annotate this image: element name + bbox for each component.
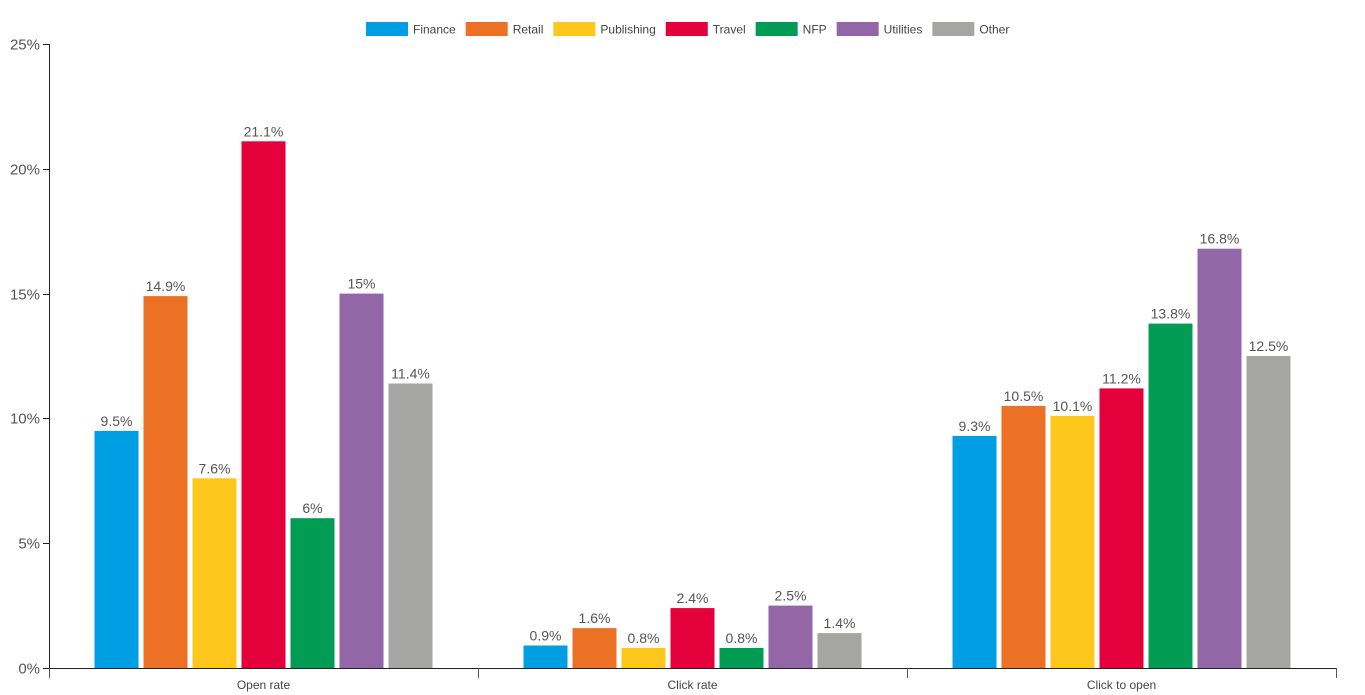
y-tick-label: 0% (18, 661, 40, 678)
bar-nfp-click-to-open[interactable] (1148, 323, 1193, 668)
legend-item[interactable]: Retail (465, 22, 544, 37)
legend-item[interactable]: Publishing (553, 22, 656, 37)
bar-value-label: 2.5% (775, 588, 807, 604)
legend-label: Publishing (600, 23, 655, 37)
bar-utilities-open-rate[interactable] (339, 293, 384, 668)
legend-label: Utilities (884, 23, 923, 37)
legend-swatch (465, 22, 508, 36)
bar-value-label: 10.1% (1053, 398, 1093, 414)
y-tick-label: 25% (10, 37, 40, 54)
y-tick-label: 5% (18, 536, 40, 553)
bar-value-label: 10.5% (1004, 388, 1044, 404)
legend-label: Other (979, 23, 1009, 37)
bar-value-label: 11.4% (391, 366, 430, 382)
y-tick-label: 15% (10, 287, 40, 304)
legend-swatch (836, 22, 879, 36)
legend-item[interactable]: Finance (366, 22, 456, 37)
y-tick-label: 20% (10, 162, 40, 179)
y-axis: 0% 5% 10% 15% 20% 25% (10, 37, 50, 678)
bar-publishing-click-to-open[interactable] (1050, 415, 1095, 668)
y-tick-label: 10% (10, 411, 40, 428)
bar-value-label: 6% (302, 500, 322, 516)
bar-other-click-to-open[interactable] (1246, 356, 1291, 668)
legend-label: Finance (413, 23, 456, 37)
bar-value-label: 14.9% (146, 278, 186, 294)
bar-other-click-rate[interactable] (817, 633, 862, 668)
legend-item[interactable]: Other (932, 22, 1009, 37)
x-category-label: Click rate (667, 678, 717, 692)
legend-swatch (932, 22, 975, 36)
bar-value-label: 11.2% (1102, 370, 1141, 386)
bar-other-open-rate[interactable] (388, 383, 433, 669)
bar-retail-open-rate[interactable] (143, 296, 188, 668)
bar-value-label: 15% (347, 276, 375, 292)
legend-item[interactable]: Travel (665, 22, 746, 37)
bar-retail-click-rate[interactable] (572, 628, 617, 668)
bar-value-label: 0.8% (726, 630, 758, 646)
bar-value-label: 7.6% (199, 460, 231, 476)
legend-swatch (553, 22, 596, 36)
data-labels: 9.5% 14.9% 7.6% 21.1% 6% 15% 11.4% 0.9% 1.6% 0.8%… (101, 123, 1289, 646)
bar-travel-open-rate[interactable] (241, 141, 286, 669)
bar-value-label: 12.5% (1249, 338, 1289, 354)
x-category-label: Click to open (1087, 678, 1156, 692)
legend-swatch (665, 22, 708, 36)
bar-value-label: 1.4% (824, 615, 856, 631)
bar-value-label: 16.8% (1200, 231, 1240, 247)
bar-value-label: 0.8% (628, 630, 660, 646)
bar-finance-open-rate[interactable] (94, 430, 139, 668)
legend-label: NFP (803, 23, 827, 37)
bar-value-label: 2.4% (677, 590, 709, 606)
bar-utilities-click-rate[interactable] (768, 605, 813, 668)
x-category-label: Open rate (237, 678, 291, 692)
bar-retail-click-to-open[interactable] (1001, 405, 1046, 668)
bar-nfp-click-rate[interactable] (719, 648, 764, 668)
bar-travel-click-to-open[interactable] (1099, 388, 1144, 668)
bar-nfp-open-rate[interactable] (290, 518, 335, 668)
bar-value-label: 1.6% (579, 610, 611, 626)
bar-value-label: 0.9% (530, 628, 562, 644)
bars (94, 141, 1291, 669)
bar-travel-click-rate[interactable] (670, 608, 715, 668)
bar-utilities-click-to-open[interactable] (1197, 248, 1242, 668)
bar-publishing-click-rate[interactable] (621, 648, 666, 668)
legend-item[interactable]: Utilities (836, 22, 923, 37)
bar-publishing-open-rate[interactable] (192, 478, 237, 668)
legend: Finance Retail Publishing Travel NFP Utilitie… (366, 22, 1009, 37)
bar-value-label: 9.5% (101, 413, 133, 429)
legend-swatch (755, 22, 798, 36)
bar-value-label: 13.8% (1151, 306, 1191, 322)
bar-value-label: 9.3% (959, 418, 991, 434)
bar-value-label: 21.1% (244, 123, 284, 139)
legend-swatch (366, 22, 408, 36)
legend-label: Retail (513, 23, 544, 37)
bar-finance-click-to-open[interactable] (952, 435, 997, 668)
x-axis: Open rate Click rate Click to open (49, 668, 1337, 692)
legend-item[interactable]: NFP (755, 22, 827, 37)
legend-label: Travel (713, 23, 746, 37)
bar-finance-click-rate[interactable] (523, 645, 568, 669)
